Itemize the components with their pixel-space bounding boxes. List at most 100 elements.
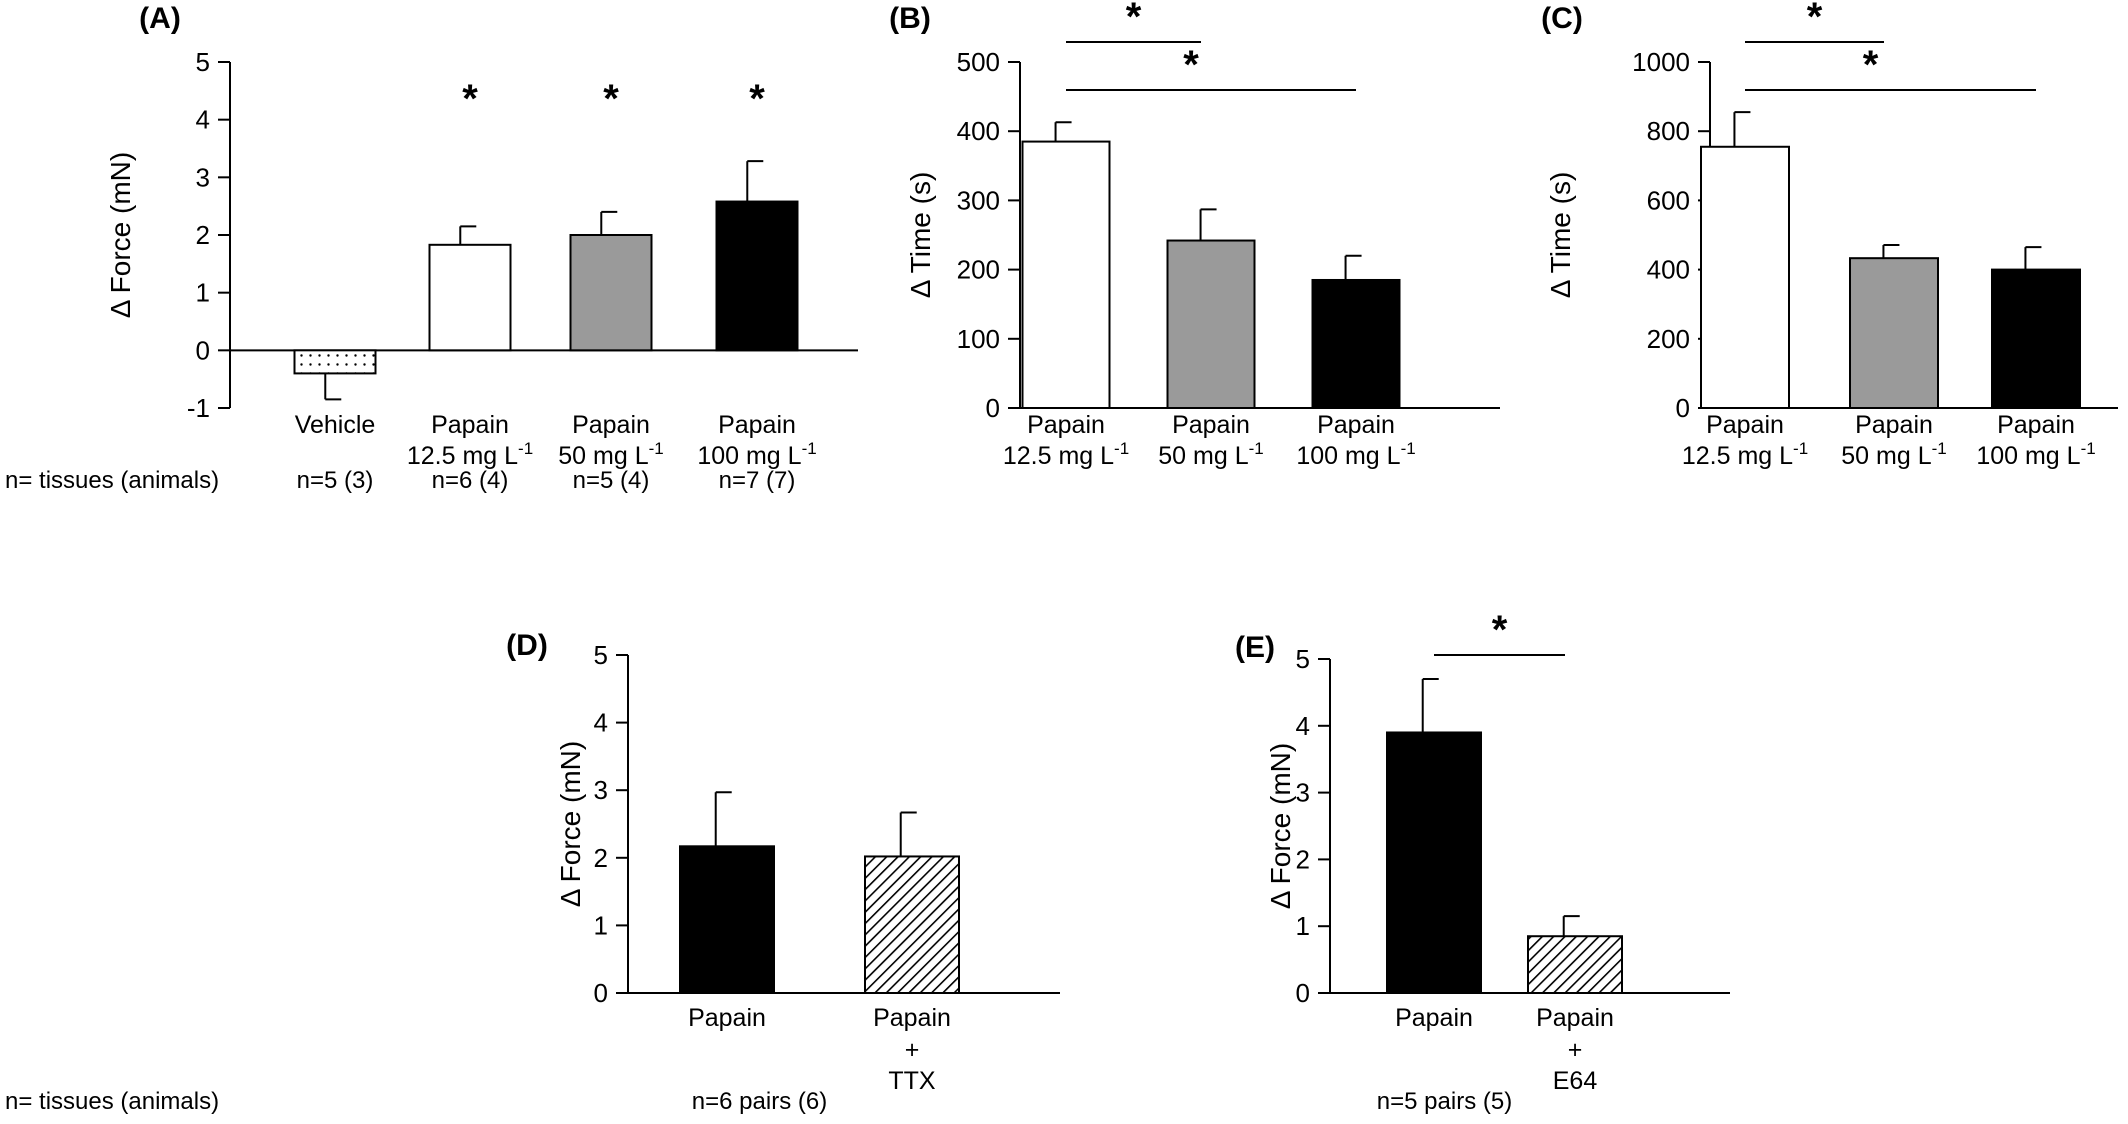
significance-star: *: [749, 77, 765, 121]
y-tick-label: 100: [957, 324, 1000, 354]
y-tick-label: -1: [187, 393, 210, 423]
category-label: 50 mg L-1: [1158, 439, 1263, 470]
category-label: Papain: [718, 411, 796, 439]
category-label: +: [1568, 1036, 1583, 1064]
category-label: 12.5 mg L-1: [407, 439, 533, 470]
panel-label: (A): [139, 2, 181, 35]
y-tick-label: 1: [594, 910, 608, 940]
y-tick-label: 0: [986, 393, 1000, 423]
panel-label: (B): [889, 2, 931, 35]
category-label: 12.5 mg L-1: [1003, 439, 1129, 470]
n-label: n=6 pairs (6): [692, 1088, 827, 1115]
panel-label: (E): [1235, 631, 1275, 664]
bar: [1386, 731, 1482, 994]
y-axis-title: Δ Time (s): [1545, 172, 1576, 299]
category-label: Papain: [1172, 411, 1250, 439]
category-label: Papain: [431, 411, 509, 439]
panel-label: (D): [506, 629, 548, 662]
panel-a: (A) -1 0 1 2 3 4 5 Δ Force (mN) Vehicle n=5 (3) Pap…: [105, 2, 858, 494]
significance-star: *: [1807, 0, 1823, 39]
y-tick-label: 2: [1296, 844, 1310, 874]
y-tick-label: 600: [1647, 185, 1690, 215]
category-label: TTX: [888, 1067, 936, 1095]
category-label: Papain: [688, 1004, 766, 1032]
n-label: n=5 (3): [297, 467, 374, 494]
bar: [1166, 239, 1256, 409]
n-label: n=7 (7): [719, 467, 796, 494]
category-label: 50 mg L-1: [1841, 439, 1946, 470]
y-tick-label: 0: [594, 978, 608, 1008]
y-axis-title: Δ Force (mN): [105, 152, 136, 318]
y-tick-label: 200: [957, 255, 1000, 285]
n-label: n=5 (4): [573, 467, 650, 494]
bar: [293, 349, 377, 375]
y-tick-label: 3: [196, 162, 210, 192]
significance-star: *: [603, 77, 619, 121]
y-tick-label: 200: [1647, 324, 1690, 354]
category-label: 100 mg L-1: [697, 439, 816, 470]
bar: [1849, 257, 1939, 409]
category-label: +: [905, 1036, 920, 1064]
y-tick-label: 4: [594, 708, 608, 738]
bar: [569, 234, 653, 352]
y-tick-label: 4: [1296, 711, 1310, 741]
category-label: Papain: [1855, 411, 1933, 439]
bar: [1700, 145, 1790, 410]
y-tick-label: 300: [957, 185, 1000, 215]
category-label: Papain: [873, 1004, 951, 1032]
panel-label: (C): [1541, 2, 1583, 35]
category-label: 100 mg L-1: [1976, 439, 2095, 470]
bar: [428, 243, 512, 352]
category-label: Papain: [1027, 411, 1105, 439]
bar: [1021, 140, 1111, 410]
y-axis-title: Δ Force (mN): [555, 741, 586, 907]
y-tick-label: 4: [196, 105, 210, 135]
n-row-label: n= tissues (animals): [5, 1088, 219, 1115]
y-tick-label: 400: [1647, 255, 1690, 285]
y-tick-label: 5: [1296, 644, 1310, 674]
y-tick-label: 1: [196, 278, 210, 308]
significance-star: *: [1183, 43, 1199, 87]
y-tick-label: 5: [196, 47, 210, 77]
y-tick-label: 1000: [1632, 47, 1690, 77]
y-tick-label: 2: [594, 843, 608, 873]
n-label: n=6 (4): [432, 467, 509, 494]
n-row-label: n= tissues (animals): [5, 467, 219, 494]
significance-star: *: [1492, 608, 1508, 652]
y-tick-label: 3: [1296, 778, 1310, 808]
panel-e: (E) 0 1 2 3 4 5 Δ Force (mN) Papain Papain + E64 n=5…: [1235, 608, 1730, 1115]
category-label: Vehicle: [295, 411, 376, 439]
y-tick-label: 400: [957, 116, 1000, 146]
y-tick-label: 500: [957, 47, 1000, 77]
significance-star: *: [462, 77, 478, 121]
bar: [1991, 268, 2081, 409]
category-label: 100 mg L-1: [1296, 439, 1415, 470]
category-label: Papain: [1395, 1004, 1473, 1032]
category-label: E64: [1553, 1067, 1598, 1095]
y-tick-label: 2: [196, 220, 210, 250]
y-tick-label: 0: [196, 335, 210, 365]
category-label: Papain: [1706, 411, 1784, 439]
category-label: Papain: [1317, 411, 1395, 439]
category-label: Papain: [1997, 411, 2075, 439]
y-tick-label: 800: [1647, 116, 1690, 146]
y-tick-label: 3: [594, 775, 608, 805]
category-label: Papain: [572, 411, 650, 439]
bar: [715, 200, 799, 352]
bar: [1527, 935, 1623, 994]
category-label: Papain: [1536, 1004, 1614, 1032]
y-tick-label: 1: [1296, 911, 1310, 941]
bar: [864, 855, 960, 994]
y-axis-title: Δ Time (s): [905, 172, 936, 299]
y-tick-label: 5: [594, 640, 608, 670]
y-tick-label: 0: [1676, 393, 1690, 423]
panel-d: (D) 0 1 2 3 4 5 Δ Force (mN) Papain Papain + TTX n=6…: [506, 629, 1060, 1115]
n-label: n=5 pairs (5): [1377, 1088, 1512, 1115]
significance-star: *: [1863, 43, 1879, 87]
significance-star: *: [1126, 0, 1142, 39]
y-axis-title: Δ Force (mN): [1265, 743, 1296, 909]
category-label: 50 mg L-1: [558, 439, 663, 470]
y-tick-label: 0: [1296, 978, 1310, 1008]
